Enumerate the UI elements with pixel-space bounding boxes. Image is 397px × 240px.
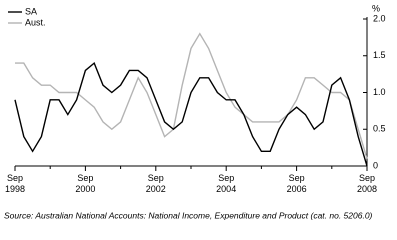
- x-tick-label-line: Sep: [359, 173, 375, 183]
- x-tick-label: Sep 2008: [357, 173, 377, 194]
- x-tick-label: Sep 2000: [75, 173, 95, 194]
- y-tick-label: 1.0: [373, 87, 386, 97]
- x-tick-label-line: Sep: [218, 173, 234, 183]
- chart: % Source: Australian National Accounts: …: [4, 3, 386, 220]
- legend-label: SA: [25, 6, 37, 16]
- series-line: [15, 32, 368, 159]
- x-tick-label-line: Sep: [7, 173, 23, 183]
- y-axis-label: %: [372, 3, 380, 13]
- y-tick-label: 1.5: [373, 50, 386, 60]
- x-tick-label: Sep 2004: [216, 173, 236, 194]
- x-tick-label: Sep 2002: [146, 173, 166, 194]
- y-tick-label: 0: [373, 160, 378, 170]
- series-line: [14, 61, 368, 167]
- y-tick-label: 0.5: [373, 124, 386, 134]
- legend-label: Aust.: [25, 17, 46, 27]
- x-tick-label-line: 2006: [287, 184, 307, 194]
- x-tick-label-line: 2000: [75, 184, 95, 194]
- x-tick-label-line: Sep: [77, 173, 93, 183]
- x-tick-label-line: Sep: [289, 173, 305, 183]
- x-tick-label-line: Sep: [148, 173, 164, 183]
- x-tick-label-line: 2002: [146, 184, 166, 194]
- y-tick-label: 2.0: [373, 13, 386, 23]
- page: {"chart_data": {"type": "line", "y_label…: [4, 3, 386, 221]
- x-tick-label: Sep 1998: [5, 173, 25, 194]
- x-tick-label-line: 2004: [216, 184, 236, 194]
- x-tick-label-line: 1998: [5, 184, 25, 194]
- x-tick-label: Sep 2006: [287, 173, 307, 194]
- x-tick-label-line: 2008: [357, 184, 377, 194]
- source-note: Source: Australian National Accounts: Na…: [4, 210, 373, 220]
